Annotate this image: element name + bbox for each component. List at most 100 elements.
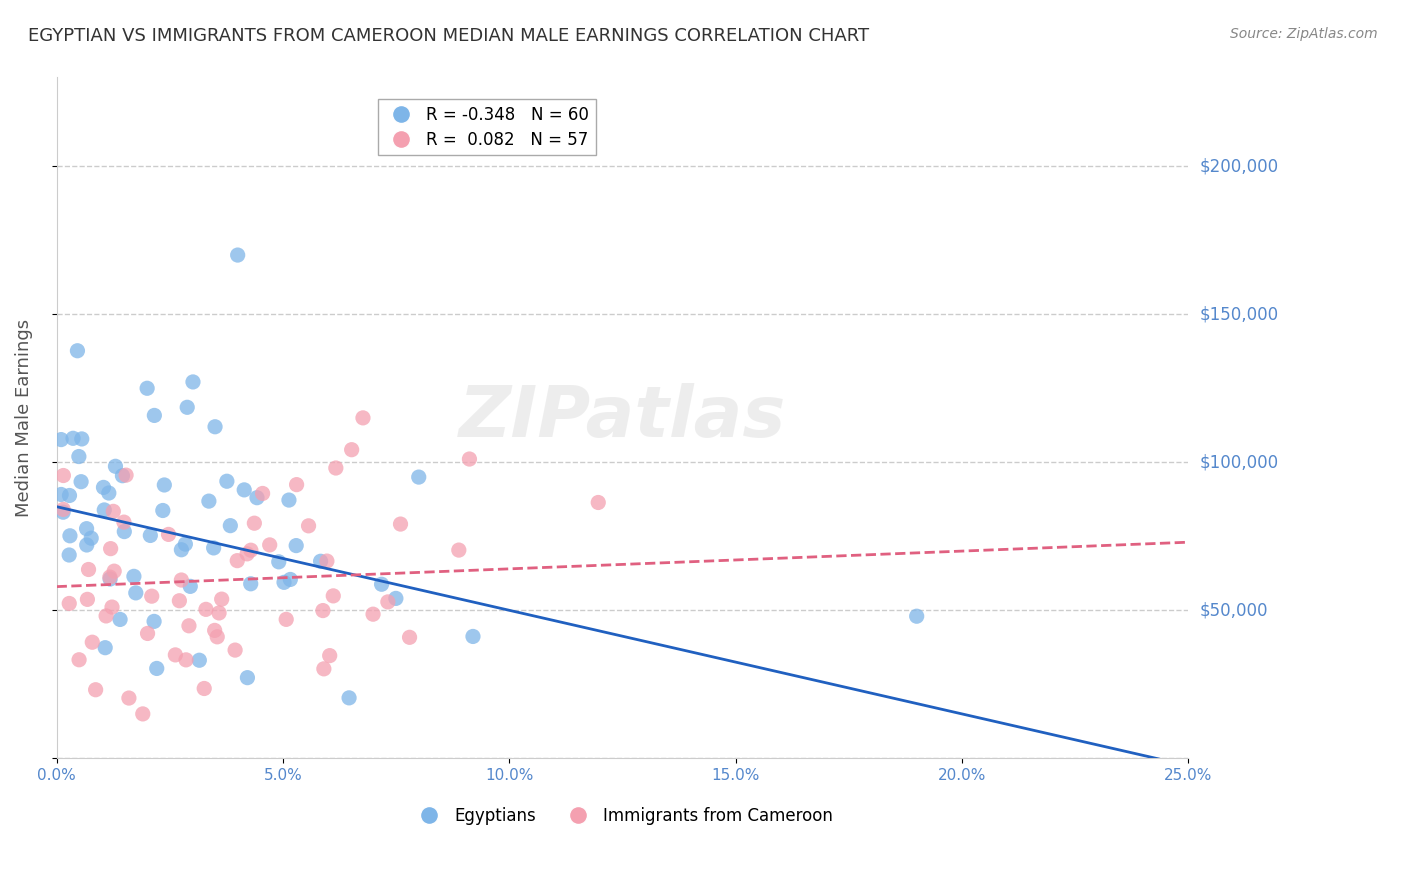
Point	[49, 433, 72, 447]
Point	[58, 597, 80, 611]
Point	[208, 606, 231, 620]
Point	[112, 524, 135, 539]
Point	[408, 470, 430, 484]
Point	[136, 381, 159, 395]
Point	[125, 586, 148, 600]
Point	[316, 554, 339, 568]
Point	[447, 543, 470, 558]
Point	[246, 491, 269, 505]
Point	[219, 518, 242, 533]
Point	[370, 577, 392, 591]
Point	[58, 548, 80, 562]
Point	[98, 572, 121, 586]
Point	[226, 248, 249, 262]
Point	[174, 537, 197, 551]
Point	[76, 522, 98, 536]
Point	[62, 431, 84, 445]
Point	[100, 541, 122, 556]
Point	[82, 635, 104, 649]
Point	[169, 593, 191, 607]
Point	[52, 502, 75, 516]
Point	[278, 573, 301, 587]
Point	[259, 538, 281, 552]
Point	[94, 608, 117, 623]
Point	[239, 576, 262, 591]
Point	[84, 682, 107, 697]
Point	[139, 528, 162, 542]
Point	[177, 619, 200, 633]
Point	[204, 624, 226, 638]
Text: $100,000: $100,000	[1199, 453, 1278, 471]
Point	[398, 630, 420, 644]
Point	[285, 477, 308, 491]
Point	[278, 493, 301, 508]
Point	[49, 487, 72, 501]
Point	[194, 602, 217, 616]
Point	[143, 409, 166, 423]
Point	[322, 589, 344, 603]
Point	[312, 662, 335, 676]
Point	[157, 527, 180, 541]
Point	[243, 516, 266, 531]
Point	[97, 486, 120, 500]
Point	[101, 600, 124, 615]
Point	[103, 504, 125, 518]
Point	[112, 515, 135, 529]
Point	[340, 442, 363, 457]
Point	[93, 503, 115, 517]
Point	[67, 450, 90, 464]
Point	[236, 671, 259, 685]
Point	[58, 488, 80, 502]
Point	[118, 691, 141, 706]
Point	[115, 468, 138, 483]
Point	[67, 653, 90, 667]
Point	[461, 630, 484, 644]
Point	[66, 343, 89, 358]
Point	[52, 468, 75, 483]
Text: $200,000: $200,000	[1199, 157, 1278, 175]
Point	[170, 542, 193, 557]
Point	[132, 706, 155, 721]
Point	[233, 483, 256, 497]
Point	[141, 589, 163, 603]
Text: ZIPatlas: ZIPatlas	[458, 384, 786, 452]
Point	[215, 475, 238, 489]
Point	[273, 575, 295, 590]
Point	[179, 579, 201, 593]
Point	[181, 375, 204, 389]
Point	[98, 570, 121, 584]
Point	[905, 609, 928, 624]
Point	[297, 518, 319, 533]
Point	[325, 461, 347, 475]
Point	[143, 615, 166, 629]
Point	[318, 648, 340, 663]
Point	[152, 503, 174, 517]
Point	[193, 681, 215, 696]
Point	[458, 452, 481, 467]
Point	[267, 555, 290, 569]
Point	[176, 401, 198, 415]
Point	[103, 564, 125, 578]
Point	[204, 419, 226, 434]
Point	[93, 480, 115, 494]
Point	[136, 626, 159, 640]
Y-axis label: Median Male Earnings: Median Male Earnings	[15, 318, 32, 517]
Point	[239, 543, 262, 558]
Point	[352, 410, 374, 425]
Point	[389, 517, 412, 532]
Point	[188, 653, 211, 667]
Point	[202, 541, 225, 555]
Point	[361, 607, 384, 622]
Point	[285, 539, 308, 553]
Point	[122, 569, 145, 583]
Point	[276, 612, 298, 626]
Point	[104, 459, 127, 474]
Point	[309, 554, 332, 568]
Point	[153, 478, 176, 492]
Point	[76, 538, 98, 552]
Point	[312, 604, 335, 618]
Point	[211, 592, 233, 607]
Text: $50,000: $50,000	[1199, 601, 1268, 619]
Point	[70, 432, 93, 446]
Point	[111, 468, 134, 483]
